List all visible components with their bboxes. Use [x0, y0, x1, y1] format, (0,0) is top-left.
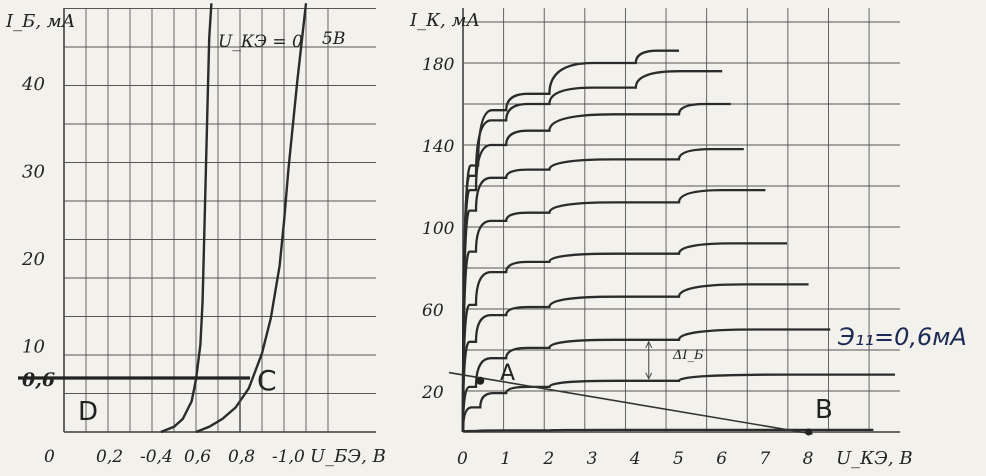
left-x-tick-label: -1,0: [272, 447, 305, 467]
annotation-point-c: C: [257, 364, 277, 397]
right-y-tick-label: 100: [422, 219, 455, 239]
left-x-axis-label: U_БЭ, В: [310, 446, 386, 467]
right-x-tick-label: 3: [587, 449, 598, 469]
annotation-delta-ib: ΔI_Б: [672, 348, 704, 363]
left-series-label-0: U_КЭ = 0: [218, 32, 303, 52]
left-y-axis-label: I_Б, мА: [5, 11, 75, 32]
left-grid: [63, 8, 376, 433]
right-series-line-2: [461, 328, 831, 433]
right-x-tick-label: 1: [500, 449, 511, 469]
annotation-point-a: A: [500, 361, 515, 386]
annotation-handwritten-current: Э₁₁=0,6мА: [837, 323, 967, 351]
right-x-tick-label: 5: [673, 449, 684, 469]
right-y-tick-label: 140: [422, 137, 455, 157]
left-series-label-1: 5В: [322, 29, 345, 49]
left-x-tick-label: 0,6: [184, 447, 211, 467]
point-a-marker: [476, 376, 485, 385]
right-x-tick-label: 8: [803, 449, 814, 469]
right-series-line-0: [461, 428, 874, 433]
chart-marks: 0 0,2 -0,4 0,6 0,8 -1,0 10 20 30 40 0 1 2 3 4 5 6 7 8 20 60 1…: [18, 3, 895, 469]
left-x-tick-label: 0,8: [228, 447, 255, 467]
right-x-tick-label: 2: [542, 449, 554, 469]
load-line: [448, 371, 813, 435]
right-x-axis-label: U_КЭ, В: [836, 448, 913, 469]
right-series-line-1: [461, 373, 895, 433]
right-series-line-9: [461, 49, 679, 433]
left-x-tick-label: 0,2: [96, 447, 123, 467]
left-series-line-1: [195, 3, 308, 434]
right-y-tick-label: 60: [422, 301, 444, 321]
right-y-axis-label: I_К, мА: [409, 10, 480, 31]
left-y-tick-label: 40: [21, 74, 45, 95]
right-x-tick-label: 6: [716, 449, 727, 469]
annotation-point-b: B: [815, 395, 833, 425]
right-x-tick-label: 7: [759, 449, 770, 469]
annotation-point-d: D: [78, 397, 98, 427]
left-y-tick-label: 30: [22, 162, 45, 183]
left-series-line-0: [160, 3, 213, 434]
left-y-tick-label: 10: [22, 337, 45, 358]
right-series-line-5: [461, 188, 766, 433]
delta-ib-arrowhead-up: [645, 340, 653, 349]
right-y-tick-label: 20: [421, 383, 444, 403]
left-x-tick-label: 0: [44, 447, 55, 467]
point-b-marker: [805, 428, 813, 436]
right-x-tick-label: 4: [629, 449, 641, 469]
left-x-tick-label: -0,4: [140, 447, 173, 467]
right-series-line-4: [461, 242, 787, 433]
right-grid: [462, 8, 900, 433]
right-series-line-3: [461, 283, 809, 433]
right-y-tick-label: 180: [422, 55, 455, 75]
annotation-0-6: 0,6: [22, 369, 55, 391]
left-y-tick-label: 20: [21, 249, 45, 270]
delta-ib-arrowhead-down: [645, 372, 653, 380]
right-x-tick-label: 0: [457, 449, 468, 469]
